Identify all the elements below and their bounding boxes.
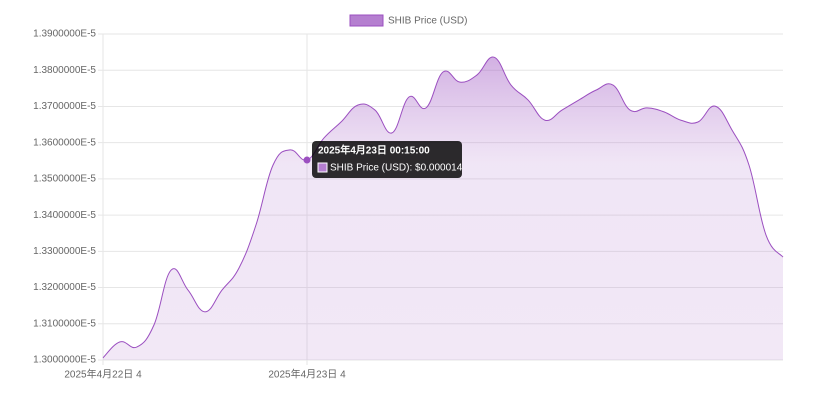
y-tick-label: 1.3100000E-5 xyxy=(33,318,96,329)
tooltip-swatch xyxy=(317,162,328,173)
y-tick-label: 1.3800000E-5 xyxy=(33,65,96,76)
tooltip-body: SHIB Price (USD): $0.000014 xyxy=(330,163,463,174)
y-tick-label: 1.3000000E-5 xyxy=(33,355,96,366)
y-tick-label: 1.3400000E-5 xyxy=(33,210,96,221)
y-tick-label: 1.3900000E-5 xyxy=(33,29,96,40)
y-tick-label: 1.3300000E-5 xyxy=(33,246,96,257)
y-tick-label: 1.3200000E-5 xyxy=(33,282,96,293)
hover-point xyxy=(303,156,311,164)
tooltip-box xyxy=(312,141,462,178)
legend-swatch xyxy=(349,14,384,27)
x-tick-label: 2025年4月22日 4 xyxy=(64,368,142,381)
y-tick-label: 1.3500000E-5 xyxy=(33,174,96,185)
legend-label: SHIB Price (USD) xyxy=(388,16,467,27)
area xyxy=(103,56,783,360)
x-tick-label: 2025年4月23日 4 xyxy=(268,368,346,381)
line xyxy=(102,56,784,359)
y-tick-label: 1.3600000E-5 xyxy=(33,137,96,148)
tooltip-title: 2025年4月23日 00:15:00 xyxy=(318,144,430,157)
y-tick-label: 1.3700000E-5 xyxy=(33,101,96,112)
